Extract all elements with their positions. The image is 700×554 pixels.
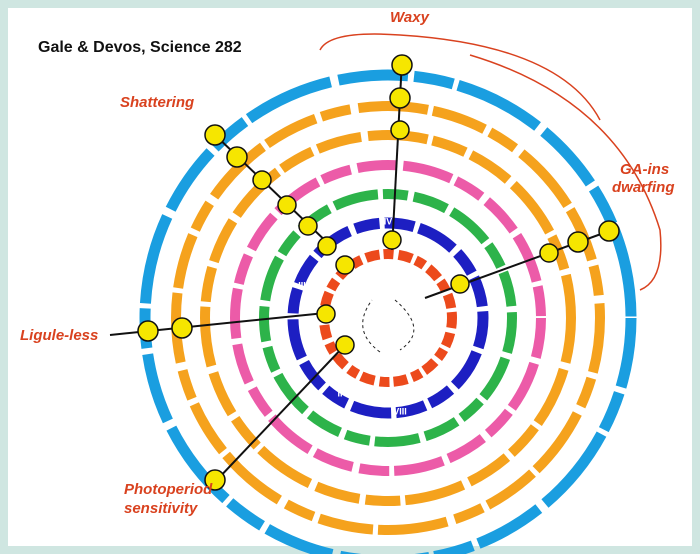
ring-label: II	[337, 388, 342, 398]
marker	[382, 230, 402, 250]
marker	[598, 220, 620, 242]
marker	[316, 304, 336, 324]
ring-label: VI	[436, 248, 445, 258]
trait-label: Photoperiod	[124, 481, 213, 498]
title: Gale & Devos, Science 282	[38, 39, 242, 56]
marker	[389, 87, 411, 109]
marker	[171, 317, 193, 339]
marker	[539, 243, 559, 263]
marker	[298, 216, 318, 236]
marker	[390, 120, 410, 140]
center-arrows	[362, 299, 415, 353]
trait-label: GA-ins	[620, 161, 669, 178]
trait-label: dwarfing	[612, 179, 675, 196]
marker	[317, 236, 337, 256]
trait-label: sensitivity	[124, 500, 198, 517]
marker	[226, 146, 248, 168]
marker	[252, 170, 272, 190]
panel	[8, 8, 692, 546]
marker	[204, 124, 226, 146]
marker	[567, 231, 589, 253]
ring-orange-2	[200, 130, 576, 506]
marker	[277, 195, 297, 215]
connector-arcs	[319, 33, 662, 291]
ring-blue-outer	[139, 69, 637, 554]
line	[214, 344, 346, 483]
rings	[139, 33, 662, 554]
marker	[335, 255, 355, 275]
ring-label: IV	[384, 216, 393, 226]
ring-label: VIII	[393, 406, 407, 416]
trait-label: Ligule-less	[20, 327, 98, 344]
marker	[204, 469, 226, 491]
marker	[450, 274, 470, 294]
trait-label: Waxy	[390, 9, 430, 26]
ring-orange-1	[171, 101, 605, 535]
ring-label: III	[298, 280, 306, 290]
marker	[335, 335, 355, 355]
marker	[391, 54, 413, 76]
marker	[137, 320, 159, 342]
ring-green	[259, 189, 517, 447]
ring-pink	[230, 160, 546, 476]
ring-darkblue	[287, 217, 489, 419]
trait-label: Shattering	[120, 94, 194, 111]
trait-markers	[137, 54, 620, 491]
